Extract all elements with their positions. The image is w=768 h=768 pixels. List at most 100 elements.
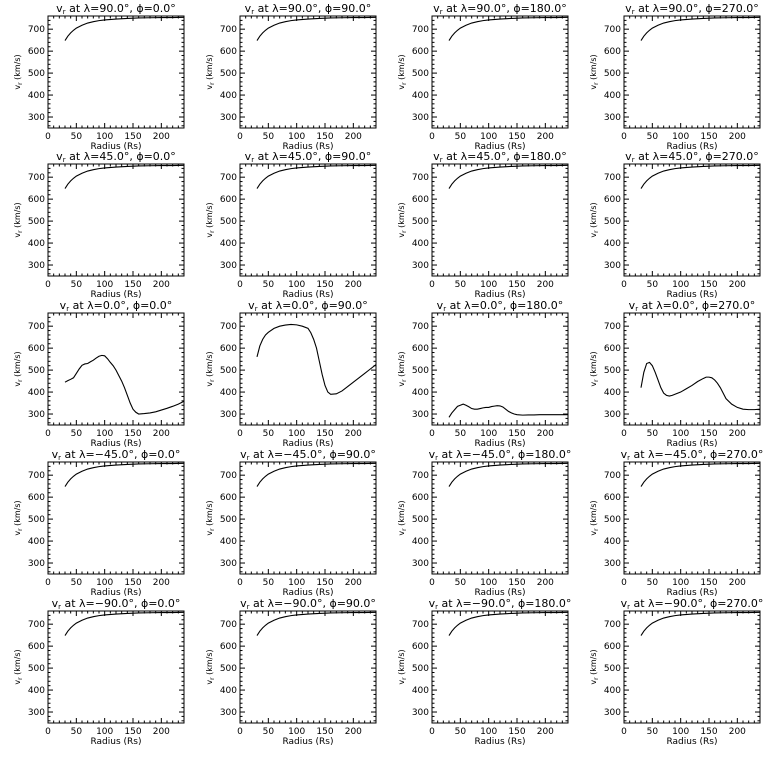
x-axis-label: Radius (Rs) — [282, 588, 333, 598]
x-tick-label: 150 — [124, 132, 141, 142]
panel-title: vr at λ=−45.0°, ϕ=270.0° — [621, 448, 764, 462]
y-tick-label: 700 — [412, 173, 429, 183]
x-tick-label: 150 — [124, 429, 141, 439]
y-tick-label: 600 — [220, 195, 237, 205]
panel-12: vr at λ=−45.0°, ϕ=0.0° 0 50 100 150 200 300 400… — [13, 448, 185, 598]
y-tick-label: 700 — [412, 322, 429, 332]
panel-14: vr at λ=−45.0°, ϕ=180.0° 0 50 100 150 200 300 4… — [397, 448, 571, 598]
x-tick-label: 0 — [237, 727, 243, 737]
y-tick-label: 600 — [28, 47, 45, 57]
y-tick-label: 500 — [220, 664, 237, 674]
x-tick-label: 200 — [345, 280, 362, 290]
plot-frame — [623, 15, 761, 129]
y-tick-label: 700 — [220, 173, 237, 183]
plot-frame — [623, 461, 761, 575]
series-line — [64, 462, 185, 487]
x-tick-label: 200 — [537, 727, 554, 737]
y-tick-label: 400 — [28, 388, 45, 398]
series-line — [448, 462, 569, 487]
y-tick-label: 500 — [412, 515, 429, 525]
x-axis-label: Radius (Rs) — [666, 290, 717, 300]
panel-title: vr at λ=0.0°, ϕ=90.0° — [248, 299, 368, 313]
plot-frame — [47, 461, 185, 575]
x-tick-label: 150 — [124, 578, 141, 588]
panel-title: vr at λ=45.0°, ϕ=90.0° — [245, 150, 372, 164]
x-axis-label: Radius (Rs) — [90, 142, 141, 152]
panel-title: vr at λ=−45.0°, ϕ=180.0° — [429, 448, 572, 462]
x-tick-label: 100 — [672, 429, 689, 439]
y-tick-label: 300 — [28, 559, 45, 569]
series-line — [256, 16, 377, 41]
x-tick-label: 0 — [429, 132, 435, 142]
x-tick-label: 200 — [537, 280, 554, 290]
y-tick-label: 700 — [412, 620, 429, 630]
y-tick-label: 700 — [220, 322, 237, 332]
x-axis-label: Radius (Rs) — [90, 737, 141, 747]
x-axis-label: Radius (Rs) — [666, 142, 717, 152]
x-tick-label: 0 — [45, 280, 51, 290]
series-line — [448, 16, 569, 41]
y-tick-label: 400 — [412, 239, 429, 249]
y-tick-label: 400 — [220, 239, 237, 249]
x-tick-label: 50 — [71, 280, 83, 290]
y-tick-label: 300 — [412, 113, 429, 123]
y-axis-label: vr (km/s) — [13, 351, 24, 386]
x-tick-label: 200 — [153, 429, 170, 439]
x-tick-label: 150 — [508, 280, 525, 290]
panel-title: vr at λ=90.0°, ϕ=270.0° — [625, 2, 759, 16]
y-tick-label: 300 — [412, 559, 429, 569]
panel-15: vr at λ=−45.0°, ϕ=270.0° 0 50 100 150 200 300 4… — [589, 448, 763, 598]
x-tick-label: 150 — [316, 578, 333, 588]
series-line — [64, 16, 185, 41]
panel-title: vr at λ=−45.0°, ϕ=90.0° — [240, 448, 376, 462]
x-tick-label: 50 — [263, 280, 275, 290]
panel-10: vr at λ=0.0°, ϕ=180.0° 0 50 100 150 200 300 400… — [397, 299, 569, 449]
y-tick-label: 400 — [604, 537, 621, 547]
y-tick-label: 700 — [604, 322, 621, 332]
x-tick-label: 0 — [45, 429, 51, 439]
y-tick-label: 700 — [604, 620, 621, 630]
x-tick-label: 100 — [96, 280, 113, 290]
x-axis-label: Radius (Rs) — [282, 439, 333, 449]
y-tick-label: 400 — [28, 239, 45, 249]
x-tick-label: 100 — [480, 578, 497, 588]
x-tick-label: 150 — [700, 132, 717, 142]
y-tick-label: 600 — [220, 642, 237, 652]
y-tick-label: 600 — [220, 344, 237, 354]
x-tick-label: 50 — [647, 429, 659, 439]
x-tick-label: 200 — [537, 429, 554, 439]
x-tick-label: 150 — [508, 727, 525, 737]
x-tick-label: 100 — [288, 280, 305, 290]
y-tick-label: 300 — [220, 261, 237, 271]
plot-frame — [431, 461, 569, 575]
x-tick-label: 100 — [672, 578, 689, 588]
x-axis-label: Radius (Rs) — [282, 142, 333, 152]
y-tick-label: 300 — [604, 559, 621, 569]
y-tick-label: 400 — [220, 388, 237, 398]
y-tick-label: 600 — [28, 195, 45, 205]
x-tick-label: 50 — [263, 578, 275, 588]
x-tick-label: 100 — [288, 429, 305, 439]
x-tick-label: 50 — [455, 429, 467, 439]
x-tick-label: 200 — [345, 132, 362, 142]
y-axis-label: vr (km/s) — [205, 649, 216, 684]
x-axis-label: Radius (Rs) — [90, 588, 141, 598]
panel-0: vr at λ=90.0°, ϕ=0.0° 0 50 100 150 200 300 400 5… — [13, 2, 185, 152]
x-axis-label: Radius (Rs) — [666, 588, 717, 598]
x-tick-label: 0 — [45, 727, 51, 737]
x-tick-label: 150 — [316, 727, 333, 737]
y-tick-label: 700 — [220, 471, 237, 481]
y-tick-label: 600 — [604, 642, 621, 652]
x-tick-label: 200 — [729, 429, 746, 439]
plot-frame — [47, 610, 185, 724]
y-tick-label: 400 — [28, 537, 45, 547]
x-tick-label: 50 — [263, 132, 275, 142]
plot-frame — [239, 15, 377, 129]
y-tick-label: 700 — [28, 620, 45, 630]
x-tick-label: 0 — [45, 132, 51, 142]
x-tick-label: 0 — [429, 429, 435, 439]
panel-title: vr at λ=−90.0°, ϕ=180.0° — [429, 597, 572, 611]
x-tick-label: 0 — [621, 280, 627, 290]
y-tick-label: 600 — [604, 195, 621, 205]
x-tick-label: 100 — [672, 727, 689, 737]
